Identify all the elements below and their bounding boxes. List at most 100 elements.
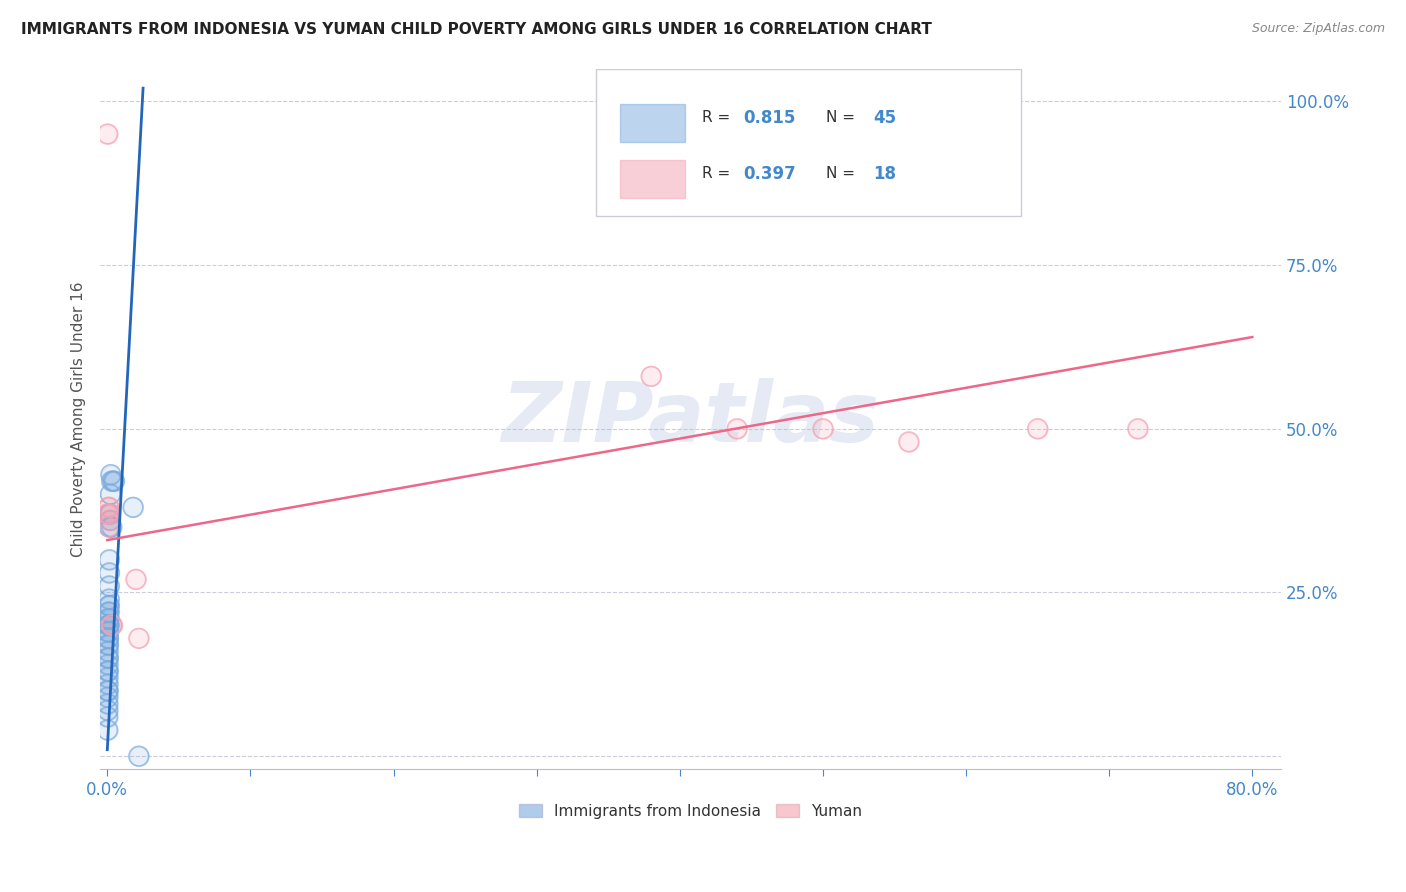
Point bbox=[125, 573, 148, 587]
Point bbox=[97, 618, 120, 632]
Point bbox=[640, 369, 662, 384]
Point bbox=[100, 474, 122, 488]
Point bbox=[97, 703, 120, 717]
Point bbox=[97, 651, 120, 665]
Point bbox=[98, 599, 121, 613]
Point bbox=[97, 651, 120, 665]
Point bbox=[97, 638, 120, 652]
Point bbox=[97, 632, 120, 646]
Point bbox=[97, 507, 120, 521]
Point bbox=[897, 434, 920, 449]
Point bbox=[640, 369, 662, 384]
Point bbox=[97, 723, 120, 737]
Point bbox=[97, 664, 120, 678]
Point bbox=[97, 618, 120, 632]
Point bbox=[98, 513, 121, 527]
Point bbox=[97, 664, 120, 678]
Point bbox=[97, 651, 120, 665]
Text: N =: N = bbox=[827, 110, 860, 125]
Point bbox=[97, 612, 120, 626]
Point bbox=[897, 434, 920, 449]
Point bbox=[97, 612, 120, 626]
Point bbox=[97, 624, 120, 639]
Point bbox=[97, 697, 120, 711]
Point bbox=[1026, 422, 1049, 436]
Point bbox=[97, 605, 120, 619]
Point bbox=[97, 127, 120, 141]
Y-axis label: Child Poverty Among Girls Under 16: Child Poverty Among Girls Under 16 bbox=[72, 281, 86, 557]
Point bbox=[97, 507, 120, 521]
Point bbox=[98, 500, 121, 515]
Point bbox=[98, 520, 121, 534]
Point bbox=[101, 618, 124, 632]
Point bbox=[97, 612, 120, 626]
Point bbox=[97, 500, 120, 515]
Text: 0.815: 0.815 bbox=[744, 109, 796, 127]
Point bbox=[100, 474, 122, 488]
Point bbox=[97, 507, 120, 521]
Point bbox=[97, 520, 120, 534]
Point bbox=[98, 507, 121, 521]
Point bbox=[98, 507, 121, 521]
Point bbox=[98, 520, 121, 534]
Point bbox=[97, 723, 120, 737]
Point bbox=[100, 487, 122, 501]
Point bbox=[98, 552, 121, 566]
Text: 45: 45 bbox=[873, 109, 897, 127]
Point bbox=[97, 671, 120, 685]
Point bbox=[100, 467, 122, 482]
Point bbox=[128, 749, 150, 764]
Point bbox=[97, 664, 120, 678]
Point bbox=[97, 657, 120, 672]
Point bbox=[97, 520, 120, 534]
Point bbox=[97, 638, 120, 652]
Point bbox=[97, 644, 120, 658]
Point bbox=[98, 566, 121, 580]
Point bbox=[1126, 422, 1149, 436]
Point bbox=[98, 513, 121, 527]
Point bbox=[98, 579, 121, 593]
Point bbox=[1126, 422, 1149, 436]
Point bbox=[97, 507, 120, 521]
Bar bbox=[620, 103, 685, 142]
Point bbox=[97, 127, 120, 141]
Text: 0.397: 0.397 bbox=[744, 165, 796, 183]
Point bbox=[98, 566, 121, 580]
Text: 18: 18 bbox=[873, 165, 897, 183]
Point bbox=[103, 474, 125, 488]
Point bbox=[97, 638, 120, 652]
Point bbox=[97, 638, 120, 652]
Point bbox=[97, 677, 120, 691]
Point bbox=[97, 644, 120, 658]
Point bbox=[122, 500, 145, 515]
Point bbox=[97, 710, 120, 724]
Point bbox=[97, 677, 120, 691]
Point bbox=[125, 573, 148, 587]
Point bbox=[98, 513, 121, 527]
Point bbox=[98, 507, 121, 521]
Point bbox=[97, 683, 120, 698]
Text: R =: R = bbox=[703, 166, 735, 181]
Point bbox=[98, 552, 121, 566]
Point bbox=[725, 422, 748, 436]
Point bbox=[97, 618, 120, 632]
Point bbox=[97, 690, 120, 705]
Point bbox=[103, 474, 125, 488]
Point bbox=[97, 500, 120, 515]
Point bbox=[97, 651, 120, 665]
Point bbox=[97, 657, 120, 672]
Text: IMMIGRANTS FROM INDONESIA VS YUMAN CHILD POVERTY AMONG GIRLS UNDER 16 CORRELATIO: IMMIGRANTS FROM INDONESIA VS YUMAN CHILD… bbox=[21, 22, 932, 37]
Point bbox=[97, 624, 120, 639]
Text: Source: ZipAtlas.com: Source: ZipAtlas.com bbox=[1251, 22, 1385, 36]
Point bbox=[100, 487, 122, 501]
Point bbox=[100, 520, 122, 534]
Point bbox=[128, 749, 150, 764]
Point bbox=[98, 599, 121, 613]
Text: N =: N = bbox=[827, 166, 860, 181]
Point bbox=[1026, 422, 1049, 436]
Point bbox=[122, 500, 145, 515]
Point bbox=[97, 624, 120, 639]
Point bbox=[97, 618, 120, 632]
Point bbox=[97, 605, 120, 619]
Point bbox=[100, 618, 122, 632]
